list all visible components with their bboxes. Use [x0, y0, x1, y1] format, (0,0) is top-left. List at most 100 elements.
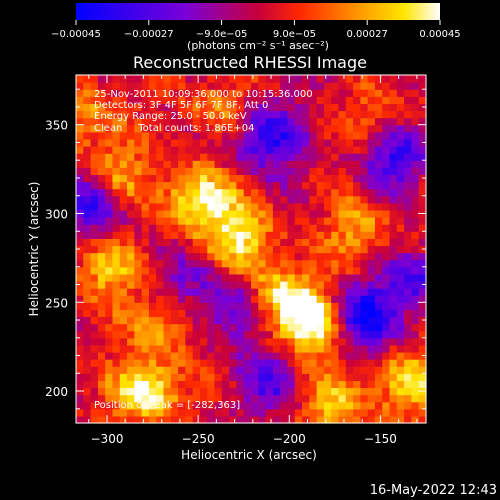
heatmap-cell	[265, 209, 274, 218]
heatmap-cell	[214, 195, 223, 204]
heatmap-cell	[396, 217, 405, 225]
heatmap-cell	[265, 401, 274, 410]
heatmap-cell	[280, 209, 289, 218]
heatmap-cell	[76, 344, 84, 353]
heatmap-cell	[105, 231, 114, 239]
heatmap-cell	[199, 231, 208, 239]
heatmap-cell	[258, 82, 267, 90]
heatmap-cell	[163, 89, 172, 97]
heatmap-cell	[360, 351, 369, 360]
heatmap-cell	[367, 167, 376, 176]
heatmap-cell	[287, 408, 296, 417]
heatmap-cell	[141, 167, 150, 176]
heatmap-cell	[331, 394, 340, 403]
heatmap-cell	[221, 117, 230, 126]
heatmap-cell	[97, 259, 106, 268]
heatmap-cell	[214, 337, 223, 346]
heatmap-cell	[418, 167, 427, 176]
heatmap-cell	[127, 408, 135, 417]
heatmap-cell	[156, 344, 165, 353]
heatmap-cell	[353, 245, 361, 254]
heatmap-cell	[374, 103, 383, 112]
heatmap-cell	[302, 209, 310, 218]
heatmap-cell	[280, 167, 289, 176]
heatmap-cell	[316, 217, 325, 225]
heatmap-cell	[331, 224, 340, 232]
heatmap-cell	[411, 181, 420, 190]
heatmap-cell	[265, 75, 274, 83]
heatmap-cell	[243, 259, 252, 268]
heatmap-cell	[141, 103, 150, 112]
heatmap-cell	[112, 75, 121, 83]
heatmap-cell	[236, 302, 245, 310]
heatmap-cell	[338, 202, 347, 211]
heatmap-cell	[229, 153, 238, 161]
heatmap-cell	[280, 202, 289, 211]
heatmap-cell	[192, 259, 201, 268]
heatmap-cell	[243, 231, 252, 239]
heatmap-cell	[309, 188, 318, 197]
heatmap-cell	[112, 394, 121, 403]
heatmap-cell	[229, 238, 238, 247]
heatmap-cell	[83, 309, 92, 318]
heatmap-cell	[97, 117, 106, 126]
heatmap-cell	[374, 75, 383, 83]
heatmap-cell	[141, 337, 150, 346]
heatmap-cell	[280, 302, 289, 310]
heatmap-cell	[258, 408, 267, 417]
heatmap-cell	[83, 146, 92, 154]
heatmap-cell	[396, 330, 405, 339]
heatmap-cell	[134, 295, 143, 303]
heatmap-cell	[323, 351, 332, 360]
heatmap-cell	[90, 373, 99, 381]
heatmap-cell	[272, 408, 281, 417]
heatmap-cell	[148, 273, 157, 282]
heatmap-cell	[97, 366, 106, 374]
heatmap-cell	[418, 273, 427, 282]
heatmap-cell	[331, 415, 340, 424]
heatmap-cell	[170, 273, 179, 282]
heatmap-cell	[170, 146, 179, 154]
heatmap-cell	[192, 131, 201, 140]
heatmap-cell	[97, 273, 106, 282]
heatmap-cell	[236, 415, 245, 424]
heatmap-cell	[207, 380, 216, 389]
heatmap-cell	[251, 359, 259, 367]
heatmap-cell	[148, 302, 157, 310]
heatmap-cell	[272, 373, 281, 381]
heatmap-cell	[76, 295, 84, 303]
heatmap-cell	[360, 309, 369, 318]
heatmap-cell	[287, 280, 296, 289]
heatmap-cell	[316, 373, 325, 381]
heatmap-cell	[105, 195, 114, 204]
heatmap-cell	[97, 202, 106, 211]
heatmap-cell	[280, 224, 289, 232]
heatmap-cell	[221, 89, 230, 97]
heatmap-cell	[148, 252, 157, 261]
heatmap-cell	[360, 202, 369, 211]
heatmap-cell	[360, 387, 369, 396]
heatmap-cell	[83, 174, 92, 183]
heatmap-cell	[185, 309, 194, 318]
heatmap-cell	[243, 408, 252, 417]
heatmap-cell	[272, 146, 281, 154]
heatmap-cell	[105, 181, 114, 190]
heatmap-cell	[178, 280, 186, 289]
heatmap-cell	[207, 309, 216, 318]
heatmap-cell	[272, 224, 281, 232]
heatmap-cell	[83, 238, 92, 247]
heatmap-cell	[105, 359, 114, 367]
heatmap-cell	[127, 195, 135, 204]
heatmap-cell	[287, 224, 296, 232]
heatmap-cell	[221, 195, 230, 204]
heatmap-cell	[411, 224, 420, 232]
heatmap-cell	[360, 195, 369, 204]
heatmap-cell	[156, 280, 165, 289]
heatmap-cell	[76, 401, 84, 410]
heatmap-cell	[127, 394, 135, 403]
heatmap-cell	[192, 330, 201, 339]
heatmap-cell	[207, 280, 216, 289]
heatmap-cell	[112, 309, 121, 318]
heatmap-cell	[141, 387, 150, 396]
heatmap-cell	[243, 96, 252, 105]
